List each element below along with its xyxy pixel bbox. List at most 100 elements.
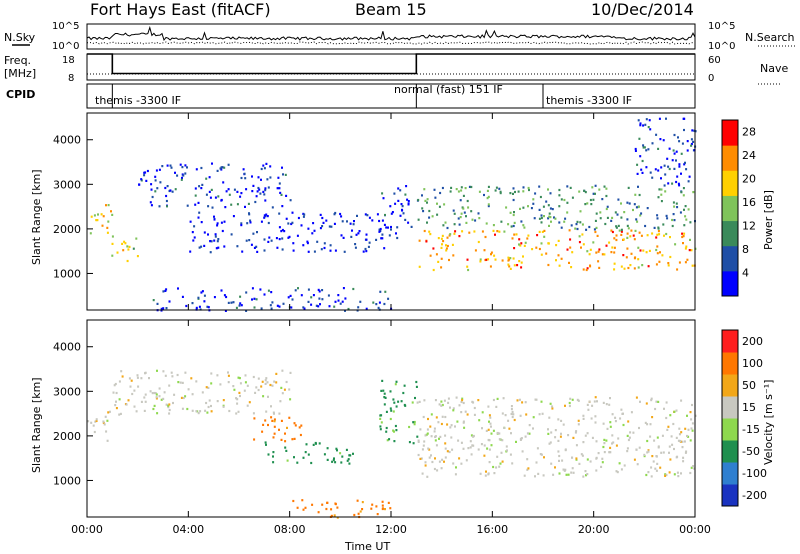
data-cell bbox=[118, 398, 121, 401]
data-cell bbox=[651, 176, 654, 179]
data-cell bbox=[132, 247, 135, 250]
data-cell bbox=[268, 236, 271, 239]
data-cell bbox=[382, 389, 385, 392]
data-cell bbox=[578, 241, 581, 244]
data-cell bbox=[289, 294, 292, 297]
data-cell bbox=[211, 206, 214, 209]
data-cell bbox=[644, 123, 647, 126]
data-cell bbox=[594, 421, 597, 424]
data-cell bbox=[306, 240, 309, 243]
data-cell bbox=[603, 451, 606, 454]
data-cell bbox=[442, 240, 445, 243]
data-cell bbox=[647, 265, 650, 268]
data-cell bbox=[580, 453, 583, 456]
data-cell bbox=[680, 399, 683, 402]
nave-tick-bottom: 0 bbox=[708, 73, 714, 84]
data-cell bbox=[543, 215, 545, 218]
data-cell bbox=[286, 426, 288, 429]
data-cell bbox=[690, 466, 693, 469]
data-cell bbox=[498, 438, 501, 441]
data-cell bbox=[194, 203, 197, 206]
data-cell bbox=[669, 255, 672, 259]
data-cell bbox=[495, 466, 498, 469]
data-cell bbox=[672, 213, 675, 216]
data-cell bbox=[281, 228, 284, 232]
data-cell bbox=[643, 453, 646, 456]
cpid-mode-3: themis -3300 IF bbox=[546, 94, 632, 107]
data-cell bbox=[368, 241, 371, 244]
data-cell bbox=[478, 217, 481, 220]
noise-trace bbox=[86, 25, 696, 45]
data-cell bbox=[213, 215, 215, 218]
data-cell bbox=[498, 432, 501, 435]
data-cell bbox=[473, 406, 476, 410]
data-cell bbox=[527, 205, 529, 208]
data-cell bbox=[290, 306, 293, 309]
data-cell bbox=[264, 382, 267, 385]
colorbar-frame bbox=[721, 119, 739, 297]
data-cell bbox=[191, 231, 194, 234]
data-cell bbox=[554, 429, 557, 432]
data-cell bbox=[155, 396, 158, 399]
data-cell bbox=[289, 398, 292, 401]
data-cell bbox=[179, 381, 182, 384]
data-cell bbox=[642, 146, 645, 149]
data-cell bbox=[655, 455, 658, 458]
data-cell bbox=[640, 234, 643, 237]
data-cell bbox=[558, 194, 561, 197]
data-cell bbox=[256, 250, 259, 253]
data-cell bbox=[639, 155, 642, 158]
data-cell bbox=[252, 232, 255, 235]
data-cell bbox=[594, 192, 596, 195]
data-cell bbox=[272, 455, 274, 458]
data-cell bbox=[601, 198, 604, 201]
data-cell bbox=[246, 384, 249, 387]
data-cell bbox=[407, 200, 410, 203]
data-cell bbox=[686, 414, 688, 417]
data-cell bbox=[561, 459, 564, 462]
data-cell bbox=[432, 247, 435, 250]
data-cell bbox=[219, 383, 222, 386]
data-cell bbox=[158, 205, 161, 208]
data-cell bbox=[469, 446, 472, 449]
data-cell bbox=[658, 233, 661, 236]
noise-sky-label: N.Sky bbox=[4, 31, 36, 44]
data-cell bbox=[395, 405, 398, 408]
data-cell bbox=[263, 249, 266, 252]
data-cell bbox=[502, 397, 505, 400]
data-cell bbox=[201, 183, 204, 186]
data-cell bbox=[577, 399, 580, 402]
data-cell bbox=[485, 429, 488, 432]
data-cell bbox=[103, 423, 106, 426]
data-cell bbox=[238, 377, 241, 380]
data-cell bbox=[449, 406, 451, 409]
data-cell bbox=[688, 175, 691, 178]
data-cell bbox=[468, 185, 471, 188]
data-cell bbox=[613, 262, 616, 265]
data-cell bbox=[465, 215, 467, 218]
data-cell bbox=[675, 436, 678, 439]
data-cell bbox=[538, 185, 541, 188]
data-cell bbox=[331, 460, 334, 463]
data-cell bbox=[687, 435, 690, 438]
data-cell bbox=[493, 254, 496, 257]
colorbar-swatch bbox=[722, 245, 738, 272]
x-tick-label: 12:00 bbox=[375, 523, 407, 536]
data-cell bbox=[437, 237, 440, 240]
data-cell bbox=[426, 198, 429, 201]
data-cell bbox=[121, 375, 124, 378]
data-cell bbox=[396, 236, 399, 240]
data-cell bbox=[540, 400, 543, 403]
data-cell bbox=[495, 405, 498, 408]
data-cell bbox=[182, 174, 185, 177]
data-cell bbox=[177, 287, 179, 290]
data-cell bbox=[646, 439, 649, 443]
data-cell bbox=[107, 204, 110, 207]
data-cell bbox=[575, 430, 578, 433]
data-cell bbox=[472, 434, 475, 438]
data-cell bbox=[512, 413, 515, 416]
data-cell bbox=[381, 219, 384, 222]
data-cell bbox=[686, 140, 689, 143]
data-cell bbox=[333, 514, 336, 517]
data-cell bbox=[128, 245, 131, 248]
